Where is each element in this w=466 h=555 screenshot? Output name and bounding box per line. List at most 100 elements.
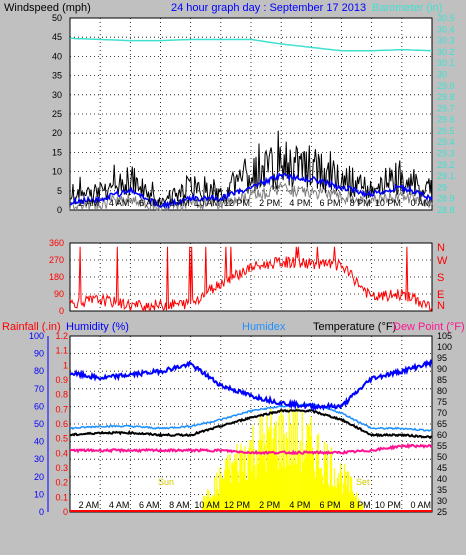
x-tick-label: 8 AM bbox=[169, 500, 190, 510]
humidity-y-tick: 0 bbox=[39, 507, 44, 517]
x-tick-label: 10 AM bbox=[194, 500, 220, 510]
humidity-y-tick: 70 bbox=[34, 384, 44, 394]
wind-series bbox=[69, 37, 433, 212]
wind-y-tick: 10 bbox=[52, 167, 62, 177]
humidity-y-tick: 20 bbox=[34, 472, 44, 482]
sunrise-label: Sun bbox=[158, 477, 174, 487]
sunset-label: Set bbox=[356, 477, 370, 487]
temperature-y-tick: 25 bbox=[437, 507, 447, 517]
temperature-y-tick: 85 bbox=[437, 375, 447, 385]
barometer-label: Barometer (in) bbox=[372, 2, 442, 14]
x-tick-label: 12 PM bbox=[224, 500, 250, 510]
x-tick-label: 8 AM bbox=[169, 198, 190, 208]
wind-y-tick: 15 bbox=[52, 147, 62, 157]
direction-series bbox=[69, 246, 433, 313]
temperature-y-tick: 100 bbox=[437, 342, 452, 352]
x-tick-label: 2 PM bbox=[259, 198, 280, 208]
wind-x-ticks: 2 AM 4 AM 6 AM 8 AM 10 AM 12 PM 2 PM 4 PM 6 PM 8 … bbox=[79, 198, 431, 208]
humidity-y-tick: 40 bbox=[34, 437, 44, 447]
dewpoint-line bbox=[69, 442, 433, 456]
rain-y-tick: 0.2 bbox=[55, 478, 68, 488]
baro-y-tick: 30.2 bbox=[437, 47, 455, 57]
wind-y-tick: 20 bbox=[52, 128, 62, 138]
wind-y-tick: 5 bbox=[57, 186, 62, 196]
humidity-line bbox=[69, 359, 433, 412]
humidity-label: Humidity (%) bbox=[66, 321, 129, 333]
wind-low-line bbox=[69, 182, 433, 212]
temperature-y-tick: 40 bbox=[437, 474, 447, 484]
temperature-line bbox=[69, 408, 433, 440]
baro-y-tick: 29.5 bbox=[437, 126, 455, 136]
baro-y-tick: 30.4 bbox=[437, 24, 455, 34]
humidex-line bbox=[69, 402, 433, 432]
baro-y-tick: 29.1 bbox=[437, 171, 455, 181]
wind-y-tick: 25 bbox=[52, 109, 62, 119]
x-tick-label: 2 AM bbox=[79, 198, 100, 208]
humidity-y-tick: 100 bbox=[29, 331, 44, 341]
rain-y-tick: 0.5 bbox=[55, 434, 68, 444]
temperature-y-tick: 70 bbox=[437, 408, 447, 418]
baro-y-tick: 29.9 bbox=[437, 81, 455, 91]
wind-direction-line bbox=[69, 246, 433, 313]
x-tick-label: 10 PM bbox=[375, 500, 401, 510]
temperature-y-tick: 35 bbox=[437, 485, 447, 495]
x-tick-label: 0 AM bbox=[410, 500, 431, 510]
temperature-y-tick: 80 bbox=[437, 386, 447, 396]
baro-y-tick: 29.3 bbox=[437, 149, 455, 159]
rain-y-tick: 0 bbox=[63, 507, 68, 517]
compass-label: N bbox=[437, 242, 445, 254]
graph-title: 24 hour graph day : September 17 2013 bbox=[171, 2, 366, 14]
barometer-axis-ticks: 28.828.92929.129.229.329.429.529.629.729… bbox=[437, 13, 455, 215]
temp-x-ticks: 2 AM 4 AM 6 AM 8 AM 10 AM 12 PM 2 PM 4 PM 6 PM 8 … bbox=[79, 500, 431, 510]
wind-y-tick: 40 bbox=[52, 51, 62, 61]
x-tick-label: 4 PM bbox=[289, 198, 310, 208]
rainfall-label: Rainfall (.in) bbox=[2, 321, 61, 333]
direction-grid bbox=[70, 243, 433, 311]
x-tick-label: 0 AM bbox=[410, 198, 431, 208]
direction-y-tick: 270 bbox=[49, 255, 64, 265]
x-tick-label: 10 AM bbox=[194, 198, 220, 208]
x-tick-label: 4 PM bbox=[289, 500, 310, 510]
temperature-y-tick: 95 bbox=[437, 353, 447, 363]
rain-y-tick: 1 bbox=[63, 360, 68, 370]
wind-axis-ticks: 0 5 10 15 20 25 30 35 40 45 50 bbox=[52, 13, 62, 215]
baro-y-tick: 29.6 bbox=[437, 115, 455, 125]
x-tick-label: 8 PM bbox=[350, 500, 371, 510]
compass-label: W bbox=[437, 255, 448, 267]
wind-average-line bbox=[69, 172, 433, 210]
temperature-y-tick: 50 bbox=[437, 452, 447, 462]
rain-y-tick: 0.9 bbox=[55, 375, 68, 385]
baro-y-tick: 29 bbox=[437, 182, 447, 192]
baro-y-tick: 30.1 bbox=[437, 58, 455, 68]
baro-y-tick: 29.8 bbox=[437, 92, 455, 102]
compass-label: S bbox=[437, 272, 444, 284]
temperature-y-tick: 105 bbox=[437, 331, 452, 341]
humidity-y-tick: 60 bbox=[34, 401, 44, 411]
baro-y-tick: 28.9 bbox=[437, 194, 455, 204]
x-tick-label: 6 AM bbox=[139, 198, 160, 208]
wind-y-tick: 0 bbox=[57, 205, 62, 215]
temperature-label: Temperature (°F) bbox=[313, 321, 396, 333]
baro-y-tick: 30 bbox=[437, 69, 447, 79]
compass-label: N bbox=[437, 300, 445, 312]
humidex-label: Humidex bbox=[242, 321, 286, 333]
x-tick-label: 6 AM bbox=[139, 500, 160, 510]
humidity-y-tick: 80 bbox=[34, 366, 44, 376]
rain-y-tick: 0.1 bbox=[55, 492, 68, 502]
humidity-y-tick: 10 bbox=[34, 489, 44, 499]
temperature-y-tick: 60 bbox=[437, 430, 447, 440]
direction-axis-ticks: 0 90 180 270 360 bbox=[49, 238, 64, 316]
x-tick-label: 6 PM bbox=[319, 500, 340, 510]
baro-y-tick: 28.8 bbox=[437, 205, 455, 215]
direction-y-tick: 180 bbox=[49, 272, 64, 282]
wind-y-tick: 35 bbox=[52, 71, 62, 81]
rain-y-tick: 0.3 bbox=[55, 463, 68, 473]
wind-y-tick: 50 bbox=[52, 13, 62, 23]
x-tick-label: 2 PM bbox=[259, 500, 280, 510]
baro-y-tick: 29.7 bbox=[437, 103, 455, 113]
barometer-line bbox=[69, 37, 433, 52]
compass-label: E bbox=[437, 289, 444, 301]
